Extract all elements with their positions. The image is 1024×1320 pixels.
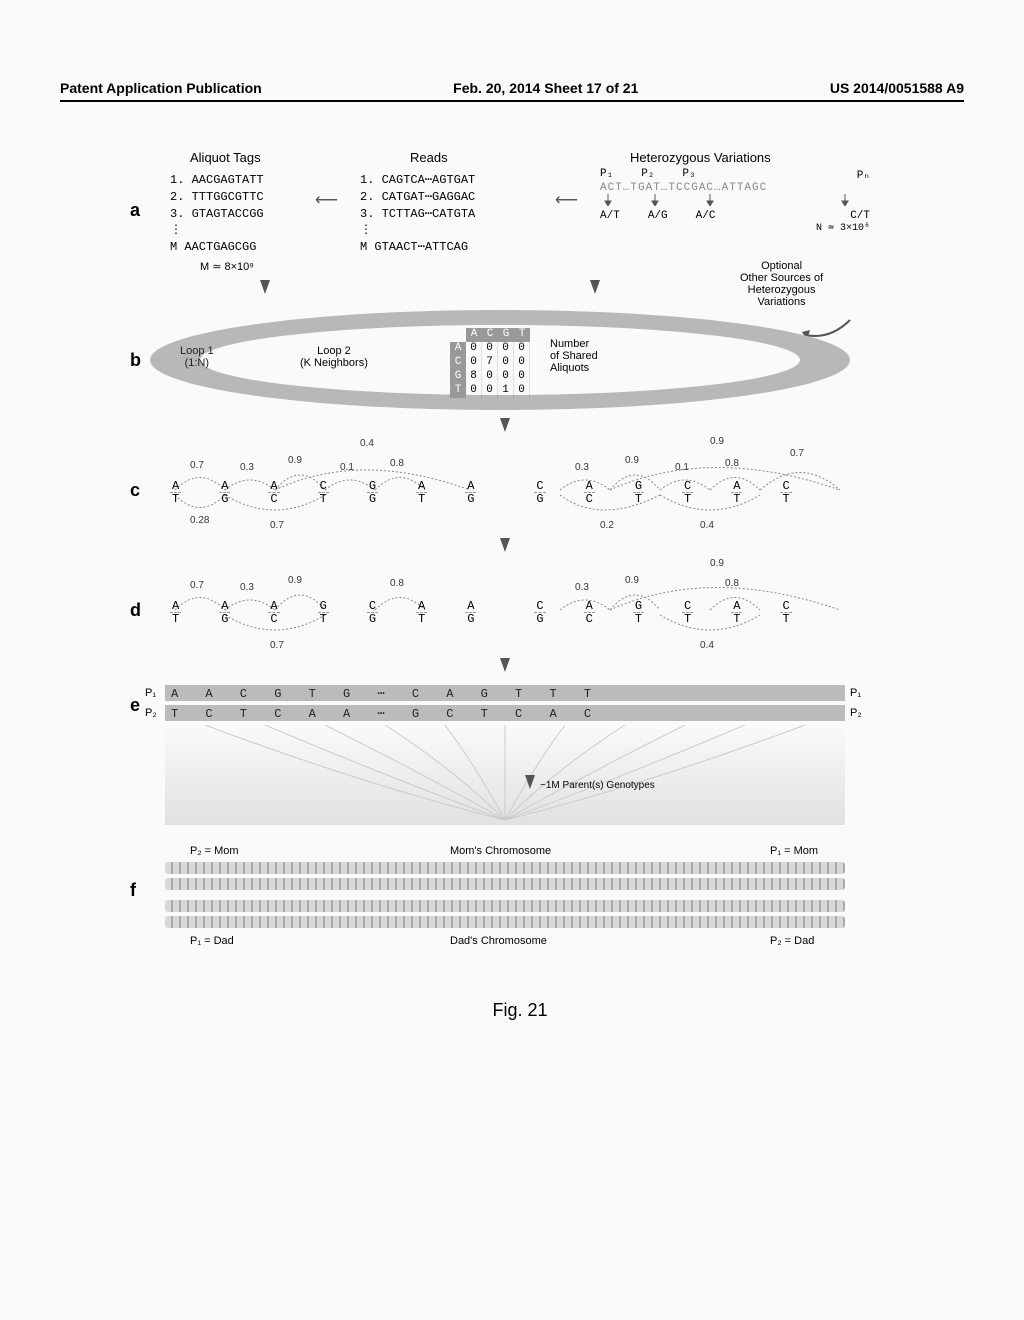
m-note: M ≃ 8×10⁹ <box>200 260 254 273</box>
tag-row: ⋮ <box>170 222 264 239</box>
dad-chrom-1 <box>165 900 845 912</box>
arrow-left-icon: ⟵ <box>555 190 578 210</box>
p1-right: P₁ <box>850 687 861 699</box>
header-right: US 2014/0051588 A9 <box>830 80 964 96</box>
het-arrows-svg <box>600 194 870 206</box>
read-row: ⋮ <box>360 222 475 239</box>
tag-row: 2. TTTGGCGTTC <box>170 189 264 206</box>
matrix-label: Number of Shared Aliquots <box>550 338 598 374</box>
het-var-block: P₁ P₂ P₃ Pₙ ACT…TGAT…TCCGAC…ATTAGC A/T A… <box>600 168 870 234</box>
read-row: M GTAACT⋯ATTCAG <box>360 239 475 256</box>
p1-mom: P₁ = Mom <box>770 845 818 857</box>
panel-b-label: b <box>130 350 141 371</box>
dad-label: Dad's Chromosome <box>450 935 547 947</box>
loop1-text: Loop 1 (1:N) <box>180 345 214 369</box>
n-note: N ≃ 3×10⁶ <box>600 222 870 234</box>
figure-caption: Fig. 21 <box>492 1000 547 1021</box>
read-row: 3. TCTTAG⋯CATGTA <box>360 206 475 223</box>
het-seq: ACT…TGAT…TCCGAC…ATTAGC <box>600 182 870 194</box>
read-row: 2. CATGAT⋯GAGGAC <box>360 189 475 206</box>
p2-left: P₂ <box>145 707 157 719</box>
panel-e-label: e <box>130 695 140 716</box>
arrow-left-icon: ⟵ <box>315 190 338 210</box>
figure-21: Aliquot Tags Reads Heterozygous Variatio… <box>160 160 880 1060</box>
read-row: 1. CAGTCA⋯AGTGAT <box>360 172 475 189</box>
panel-a-label: a <box>130 200 140 221</box>
panel-c-nodes: AT AG AC CT GG AT AG CG AC GT CT AT CT <box>170 480 792 505</box>
shared-aliquot-matrix: A C G T A 0000 C 0700 G 8000 T 0010 <box>450 328 530 398</box>
down-arrow-icon <box>500 658 510 672</box>
mom-label: Mom's Chromosome <box>450 845 551 857</box>
down-arrow-icon <box>590 280 600 294</box>
tag-row: M AACTGAGCGG <box>170 239 264 256</box>
panel-d-nodes: AT AG AC GT CG AT AG CG AC GT CT AT CT <box>170 600 792 625</box>
p2-mom: P₂ = Mom <box>190 845 239 857</box>
het-vars: A/T A/G A/C C/T <box>600 210 870 222</box>
mom-chrom-2 <box>165 878 845 890</box>
loop2-text: Loop 2 (K Neighbors) <box>300 345 368 369</box>
header-mid: Feb. 20, 2014 Sheet 17 of 21 <box>453 80 638 96</box>
p1-left: P₁ <box>145 687 156 699</box>
panel-c-label: c <box>130 480 140 501</box>
p2-strand: T C T C A A ⋯ G C T C A C <box>165 705 845 721</box>
panel-f-label: f <box>130 880 136 901</box>
het-positions: P₁ P₂ P₃ Pₙ <box>600 168 870 182</box>
header-left: Patent Application Publication <box>60 80 262 96</box>
tag-row: 1. AACGAGTATT <box>170 172 264 189</box>
down-arrow-icon <box>260 280 270 294</box>
down-arrow-icon <box>500 418 510 432</box>
reads-list: 1. CAGTCA⋯AGTGAT 2. CATGAT⋯GAGGAC 3. TCT… <box>360 172 475 256</box>
genotype-note: ~1M Parent(s) Genotypes <box>540 780 655 791</box>
panel-d-label: d <box>130 600 141 621</box>
p1-dad: P₁ = Dad <box>190 935 234 947</box>
down-arrow-icon <box>525 775 535 789</box>
page-header: Patent Application Publication Feb. 20, … <box>60 80 964 102</box>
tag-row: 3. GTAGTACCGG <box>170 206 264 223</box>
col-header-reads: Reads <box>410 150 448 165</box>
dad-chrom-2 <box>165 916 845 928</box>
p2-right: P₂ <box>850 707 862 719</box>
p2-dad: P₂ = Dad <box>770 935 814 947</box>
aliquot-tags-list: 1. AACGAGTATT 2. TTTGGCGTTC 3. GTAGTACCG… <box>170 172 264 256</box>
optional-note: Optional Other Sources of Heterozygous V… <box>740 260 823 308</box>
p1-strand: A A C G T G ⋯ C A G T T T <box>165 685 845 701</box>
genotype-fan <box>165 725 845 825</box>
col-header-hetvar: Heterozygous Variations <box>630 150 771 165</box>
col-header-tags: Aliquot Tags <box>190 150 261 165</box>
down-arrow-icon <box>500 538 510 552</box>
mom-chrom-1 <box>165 862 845 874</box>
